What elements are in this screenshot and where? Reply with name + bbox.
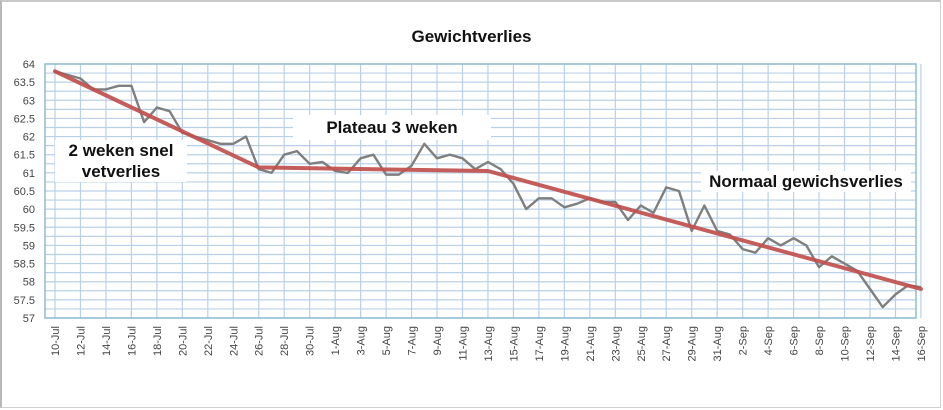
y-tick-label: 59 <box>23 240 35 252</box>
x-tick-label: 15-Aug <box>508 326 520 361</box>
y-tick-label: 61 <box>23 168 35 180</box>
x-tick-label: 30-Jul <box>305 326 317 356</box>
annotation-plateau: Plateau 3 weken <box>293 115 491 140</box>
x-tick-label: 16-Sep <box>916 326 928 361</box>
annotation-normal-loss: Normaal gewichsverlies <box>701 171 911 192</box>
x-tick-label: 9-Aug <box>432 326 444 355</box>
x-tick-label: 2-Sep <box>738 326 750 355</box>
trend-line <box>53 69 923 291</box>
x-tick-label: 8-Sep <box>814 326 826 355</box>
x-tick-label: 12-Jul <box>75 326 87 356</box>
annotation-fast-line1: 2 weken snel <box>68 141 174 160</box>
x-tick-label: 16-Jul <box>126 326 138 356</box>
chart-title: Gewichtverlies <box>411 27 532 46</box>
y-tick-label: 60.5 <box>14 186 35 198</box>
x-tick-label: 25-Aug <box>636 326 648 361</box>
y-tick-label: 58 <box>23 277 35 289</box>
y-axis: 64 63.5 63 62.5 62 61.5 61 60.5 60 59.5 59 58.5 58 57… <box>14 59 35 325</box>
x-tick-label: 27-Aug <box>661 326 673 361</box>
x-tick-label: 4-Sep <box>763 326 775 355</box>
y-tick-label: 63.5 <box>14 77 35 89</box>
x-tick-label: 6-Sep <box>789 326 801 355</box>
x-tick-label: 14-Sep <box>890 326 902 361</box>
x-tick-label: 12-Sep <box>865 326 877 361</box>
x-tick-label: 10-Sep <box>840 326 852 361</box>
y-tick-label: 63 <box>23 95 35 107</box>
annotation-fast-line2: vetverlies <box>81 162 161 181</box>
x-tick-label: 24-Jul <box>228 326 240 356</box>
y-tick-label: 60 <box>23 204 35 216</box>
y-tick-label: 62.5 <box>14 113 35 125</box>
x-tick-label: 18-Jul <box>152 326 164 356</box>
y-tick-label: 57 <box>23 313 35 325</box>
y-tick-label: 57.5 <box>14 295 35 307</box>
x-tick-label: 13-Aug <box>483 326 495 361</box>
x-tick-label: 14-Jul <box>101 326 113 356</box>
x-tick-label: 1-Aug <box>330 326 342 355</box>
x-tick-label: 22-Jul <box>203 326 215 356</box>
y-tick-label: 64 <box>23 59 35 71</box>
y-tick-label: 59.5 <box>14 222 35 234</box>
x-tick-label: 3-Aug <box>356 326 368 355</box>
x-tick-label: 21-Aug <box>585 326 597 361</box>
x-tick-label: 10-Jul <box>50 326 62 356</box>
x-tick-label: 26-Jul <box>254 326 266 356</box>
x-tick-label: 5-Aug <box>381 326 393 355</box>
x-tick-label: 20-Jul <box>177 326 189 356</box>
x-tick-label: 11-Aug <box>457 326 469 361</box>
x-tick-label: 29-Aug <box>687 326 699 361</box>
x-tick-label: 28-Jul <box>279 326 291 356</box>
annotation-fast-loss: 2 weken snel vetverlies <box>55 140 187 182</box>
y-tick-label: 62 <box>23 132 35 144</box>
x-tick-label: 17-Aug <box>534 326 546 361</box>
x-tick-label: 31-Aug <box>712 326 724 361</box>
y-tick-label: 58.5 <box>14 259 35 271</box>
x-axis: 10-Jul 12-Jul 14-Jul 16-Jul 18-Jul 20-Jul 22-J… <box>50 326 928 361</box>
x-tick-label: 19-Aug <box>559 326 571 361</box>
y-tick-label: 61.5 <box>14 150 35 162</box>
x-tick-label: 7-Aug <box>407 326 419 355</box>
x-tick-label: 23-Aug <box>610 326 622 361</box>
